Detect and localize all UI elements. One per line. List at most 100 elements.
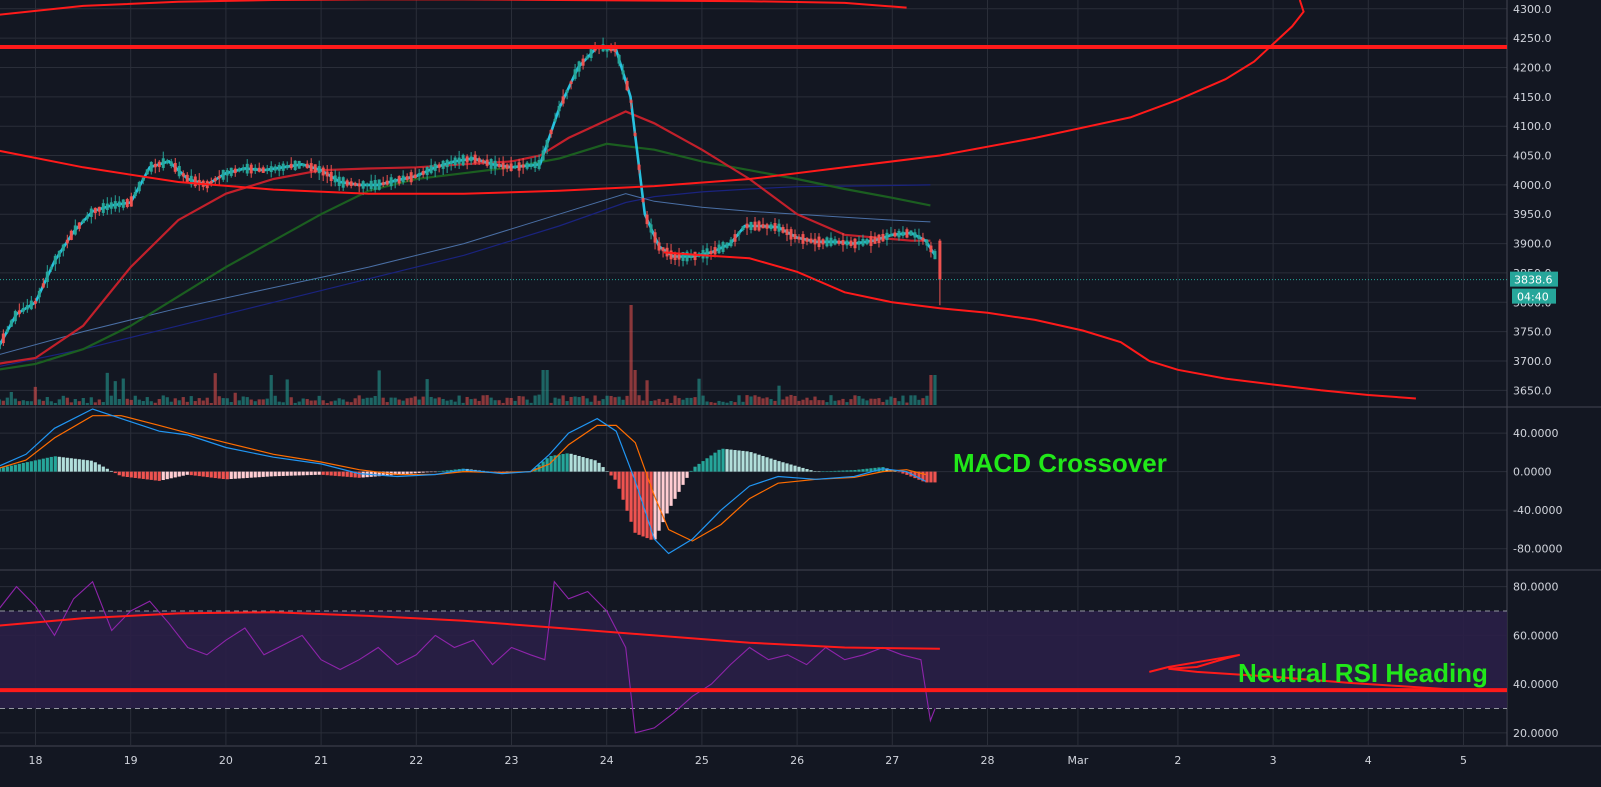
price-tick-label: 4300.0 — [1513, 3, 1552, 16]
volume-bar — [433, 398, 437, 405]
macd-histogram-bar — [189, 471, 193, 476]
volume-bar — [573, 396, 577, 405]
macd-histogram-bar — [265, 471, 269, 477]
volume-bar — [193, 401, 197, 405]
candle-body — [641, 198, 645, 202]
time-tick-label: 18 — [29, 754, 43, 767]
macd-histogram-bar — [325, 471, 329, 476]
candle-body — [809, 238, 813, 243]
candle-body — [769, 224, 773, 230]
candle-body — [221, 169, 225, 180]
candle-body — [657, 242, 661, 251]
candle-body — [841, 240, 845, 246]
candle-body — [465, 156, 469, 163]
macd-histogram-bar — [901, 471, 905, 474]
macd-histogram-bar — [329, 471, 333, 476]
macd-histogram-bar — [801, 467, 805, 472]
candle-body — [737, 231, 741, 235]
volume-bar — [741, 401, 745, 405]
macd-histogram-bar — [653, 471, 657, 540]
macd-histogram-bar — [429, 471, 433, 473]
volume-bar — [37, 399, 41, 405]
neutral-rsi-annotation: Neutral RSI Heading — [1238, 658, 1488, 688]
macd-histogram-bar — [149, 471, 153, 480]
volume-bar — [777, 385, 781, 405]
volume-bar — [321, 400, 325, 405]
macd-histogram-bar — [57, 456, 61, 472]
macd-histogram-bar — [629, 471, 633, 522]
price-tick-label: 4000.0 — [1513, 179, 1552, 192]
candle-body — [613, 47, 617, 52]
candle-body — [209, 181, 213, 184]
macd-histogram-bar — [253, 471, 257, 478]
volume-bar — [297, 401, 301, 405]
volume-bar — [589, 401, 593, 405]
volume-bar — [81, 398, 85, 405]
macd-histogram-bar — [293, 471, 297, 476]
candle-body — [293, 160, 297, 171]
candle-body — [437, 164, 441, 168]
volume-bar — [721, 401, 725, 405]
macd-histogram-bar — [561, 454, 565, 472]
macd-histogram-bar — [921, 471, 925, 482]
candle-body — [237, 168, 241, 172]
volume-bar — [717, 400, 721, 405]
volume-bar — [737, 395, 741, 405]
price-tick-label: 3950.0 — [1513, 208, 1552, 221]
candle-body — [93, 207, 97, 214]
candle-body — [773, 223, 777, 231]
volume-bar — [457, 395, 461, 405]
candle-body — [245, 163, 249, 174]
candle-body — [133, 191, 137, 197]
macd-histogram-bar — [745, 451, 749, 472]
volume-bar — [849, 399, 853, 405]
candle-body — [477, 158, 481, 163]
macd-histogram-bar — [637, 471, 641, 535]
volume-bar — [701, 395, 705, 405]
candle-body — [693, 251, 697, 261]
candle-body — [85, 215, 89, 219]
macd-histogram-bar — [597, 462, 601, 472]
candle-body — [121, 199, 125, 208]
candle-body — [869, 236, 873, 246]
volume-bar — [793, 395, 797, 405]
candle-body — [277, 164, 281, 171]
volume-bar — [557, 398, 561, 405]
volume-bar — [445, 400, 449, 405]
volume-bar — [397, 399, 401, 405]
volume-bar — [905, 402, 909, 405]
volume-bar — [801, 399, 805, 405]
candle-body — [593, 47, 597, 51]
macd-histogram-bar — [625, 471, 629, 511]
volume-bar — [617, 396, 621, 405]
candle-body — [329, 171, 333, 182]
candle-body — [77, 222, 81, 229]
macd-tick-label: -40.0000 — [1513, 504, 1562, 517]
candle-body — [473, 154, 477, 164]
volume-bar — [405, 398, 409, 405]
macd-histogram-bar — [281, 471, 285, 476]
candle-body — [229, 167, 233, 176]
volume-bar — [645, 380, 649, 405]
volume-bar — [585, 398, 589, 405]
volume-bar — [497, 400, 501, 405]
candle-body — [5, 329, 9, 333]
macd-histogram-bar — [825, 471, 829, 472]
volume-bar — [453, 401, 457, 405]
candle-body — [189, 175, 193, 185]
candle-body — [373, 179, 377, 190]
macd-histogram-bar — [349, 471, 353, 478]
volume-bar — [733, 402, 737, 405]
volume-bar — [769, 399, 773, 405]
candle-body — [741, 226, 745, 231]
volume-bar — [809, 400, 813, 405]
candle-body — [901, 231, 905, 236]
macd-histogram-bar — [285, 471, 289, 476]
candle-body — [13, 311, 17, 322]
volume-bar — [805, 397, 809, 405]
macd-histogram-bar — [549, 455, 553, 472]
macd-histogram-bar — [313, 471, 317, 475]
macd-histogram-bar — [593, 460, 597, 472]
macd-histogram-bar — [441, 470, 445, 472]
